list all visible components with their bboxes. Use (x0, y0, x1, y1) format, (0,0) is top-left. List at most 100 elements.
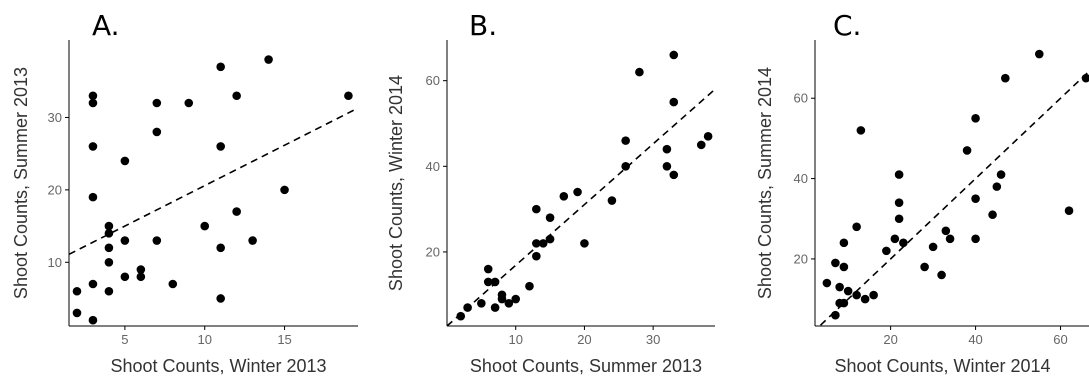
data-point (662, 162, 672, 171)
y-axis-title: Shoot Counts, Summer 2014 (755, 67, 775, 299)
data-point (945, 234, 955, 244)
x-axis-title: Shoot Counts, Summer 2013 (470, 356, 702, 376)
data-point (882, 246, 891, 256)
data-point (88, 192, 98, 202)
data-point (971, 194, 980, 203)
data-point (88, 142, 98, 151)
data-point (490, 277, 500, 287)
data-point (635, 67, 644, 77)
data-point (232, 91, 241, 101)
x-tick-label: 10 (197, 332, 211, 347)
data-point (456, 311, 466, 321)
data-point (120, 236, 130, 245)
data-point (607, 196, 617, 205)
data-point (992, 182, 1002, 191)
data-point (532, 251, 541, 261)
data-point (920, 262, 929, 272)
data-point (545, 213, 555, 222)
data-point (899, 238, 908, 248)
data-point (621, 136, 630, 145)
data-point (525, 281, 534, 291)
data-point (971, 114, 980, 123)
fit-line (446, 88, 716, 327)
x-tick-label: 10 (508, 332, 522, 347)
data-point (200, 221, 210, 231)
data-point (88, 91, 98, 101)
data-point (120, 272, 130, 282)
data-point (831, 310, 840, 320)
y-tick-label: 10 (48, 255, 62, 270)
data-point (852, 290, 861, 300)
data-point (835, 282, 844, 292)
data-point (928, 242, 938, 252)
data-point (152, 236, 162, 245)
data-point (104, 286, 114, 296)
data-point (120, 156, 130, 166)
y-axis-title: Shoot Counts, Winter 2014 (386, 75, 406, 291)
data-point (843, 286, 853, 296)
data-point (573, 187, 582, 197)
data-point (971, 234, 980, 244)
data-point (88, 315, 98, 325)
data-point (248, 236, 257, 245)
y-tick-label: 60 (794, 91, 808, 106)
data-point (490, 303, 500, 312)
data-point (894, 214, 904, 224)
data-point (477, 299, 486, 308)
data-point (483, 277, 493, 287)
data-point (937, 270, 946, 280)
data-point (104, 257, 114, 267)
data-point (532, 239, 541, 248)
data-point (104, 221, 114, 231)
panel-letter: A. (92, 9, 120, 42)
fit-line (819, 70, 1089, 326)
data-point (703, 132, 713, 141)
data-point (941, 226, 951, 236)
data-point (852, 222, 861, 232)
data-point (839, 298, 849, 308)
data-point (1081, 73, 1089, 83)
fit-line (68, 107, 359, 256)
data-point (822, 278, 832, 288)
data-point (216, 62, 225, 72)
data-point (216, 294, 225, 303)
data-point (860, 294, 870, 304)
data-point (869, 290, 878, 300)
data-point (264, 55, 273, 64)
data-point (890, 234, 900, 244)
data-point (831, 258, 840, 268)
data-point (104, 243, 114, 253)
data-point (621, 162, 630, 171)
x-tick-label: 5 (121, 332, 128, 347)
data-point (216, 243, 225, 253)
data-point (532, 204, 541, 214)
data-point (996, 170, 1006, 179)
data-point (894, 198, 904, 207)
data-point (344, 91, 353, 101)
data-point (669, 50, 679, 60)
x-axis-title: Shoot Counts, Winter 2013 (110, 356, 326, 376)
data-point (545, 234, 555, 244)
y-tick-label: 40 (794, 171, 808, 186)
data-point (988, 210, 997, 220)
y-tick-label: 20 (794, 251, 808, 266)
data-point (669, 170, 679, 180)
data-point (483, 264, 493, 274)
data-point (88, 98, 98, 108)
data-point (504, 299, 514, 308)
x-tick-label: 30 (646, 332, 660, 347)
panel-letter: C. (833, 9, 861, 42)
data-point (669, 97, 679, 107)
data-point (168, 279, 178, 289)
y-tick-label: 40 (426, 159, 440, 174)
data-point (580, 239, 589, 248)
x-axis-title: Shoot Counts, Winter 2014 (834, 356, 1050, 376)
x-tick-label: 60 (1053, 332, 1067, 347)
data-point (136, 272, 146, 282)
y-tick-label: 20 (48, 182, 62, 197)
data-point (662, 144, 672, 154)
data-point (136, 265, 146, 274)
data-point (463, 303, 472, 312)
data-point (856, 126, 866, 135)
